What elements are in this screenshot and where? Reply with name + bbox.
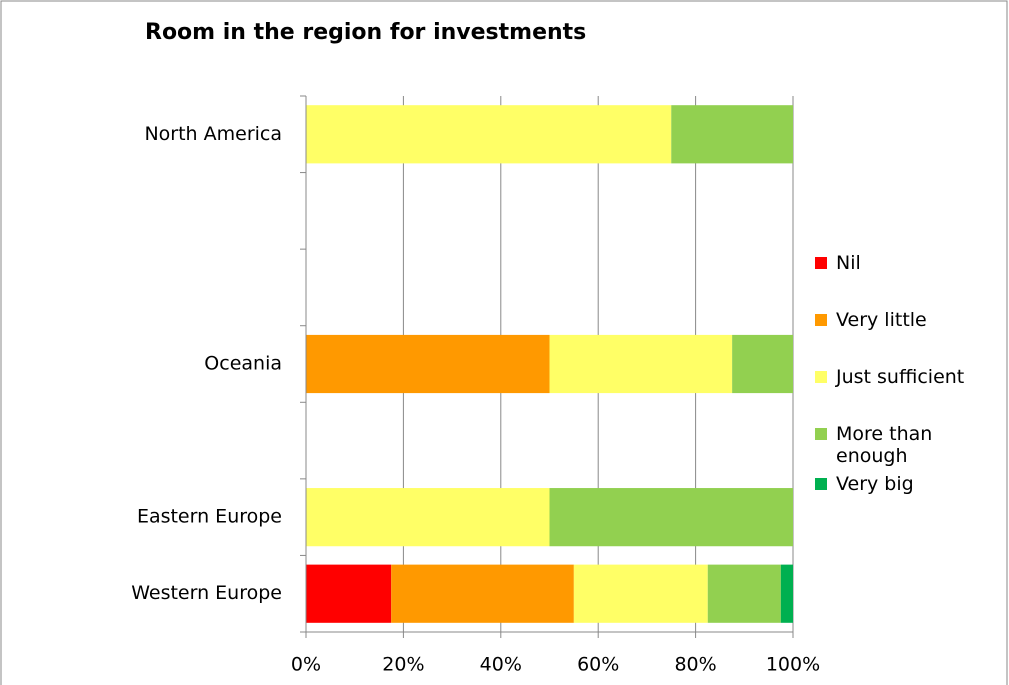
legend-swatch — [815, 428, 827, 440]
bar-segment — [549, 334, 733, 394]
legend-label: Just sufficient — [836, 366, 965, 388]
bar-segment — [306, 105, 672, 164]
legend-label: Very little — [836, 309, 927, 331]
bar-segment — [732, 334, 793, 394]
bar-segment — [306, 334, 550, 394]
y-tick-label: Eastern Europe — [137, 506, 282, 528]
legend-label: More than enough — [836, 423, 933, 467]
bar-segment — [573, 564, 708, 623]
x-tick-label: 20% — [382, 654, 424, 676]
legend: Nil Very little Just sufficient More than e… — [812, 252, 992, 495]
legend-item: Nil — [812, 252, 992, 274]
bar-segment — [306, 564, 392, 623]
legend-swatch — [815, 314, 827, 326]
chart-title: Room in the region for investments — [145, 20, 586, 45]
legend-swatch — [815, 257, 827, 269]
x-tick-label: 40% — [480, 654, 522, 676]
y-tick-label: Oceania — [204, 353, 282, 375]
legend-label: Very big — [836, 473, 914, 495]
y-tick-label: North America — [144, 123, 282, 145]
legend-swatch — [815, 478, 827, 490]
bar-segment — [780, 564, 793, 623]
bar-segment — [707, 564, 781, 623]
bar-segment — [671, 105, 793, 164]
legend-item: Very little — [812, 309, 992, 331]
legend-item: Very big — [812, 473, 992, 495]
x-tick-label: 100% — [766, 654, 820, 676]
bar-segment — [306, 488, 550, 547]
bar-segment — [391, 564, 574, 623]
x-tick-label: 0% — [291, 654, 321, 676]
legend-item: Just sufficient — [812, 366, 992, 388]
legend-swatch — [815, 371, 827, 383]
y-tick-label: Western Europe — [131, 582, 282, 604]
legend-label: Nil — [836, 252, 861, 274]
x-tick-label: 80% — [674, 654, 716, 676]
legend-item: More than enough — [812, 423, 946, 467]
x-tick-label: 60% — [577, 654, 619, 676]
bar-segment — [549, 488, 793, 547]
